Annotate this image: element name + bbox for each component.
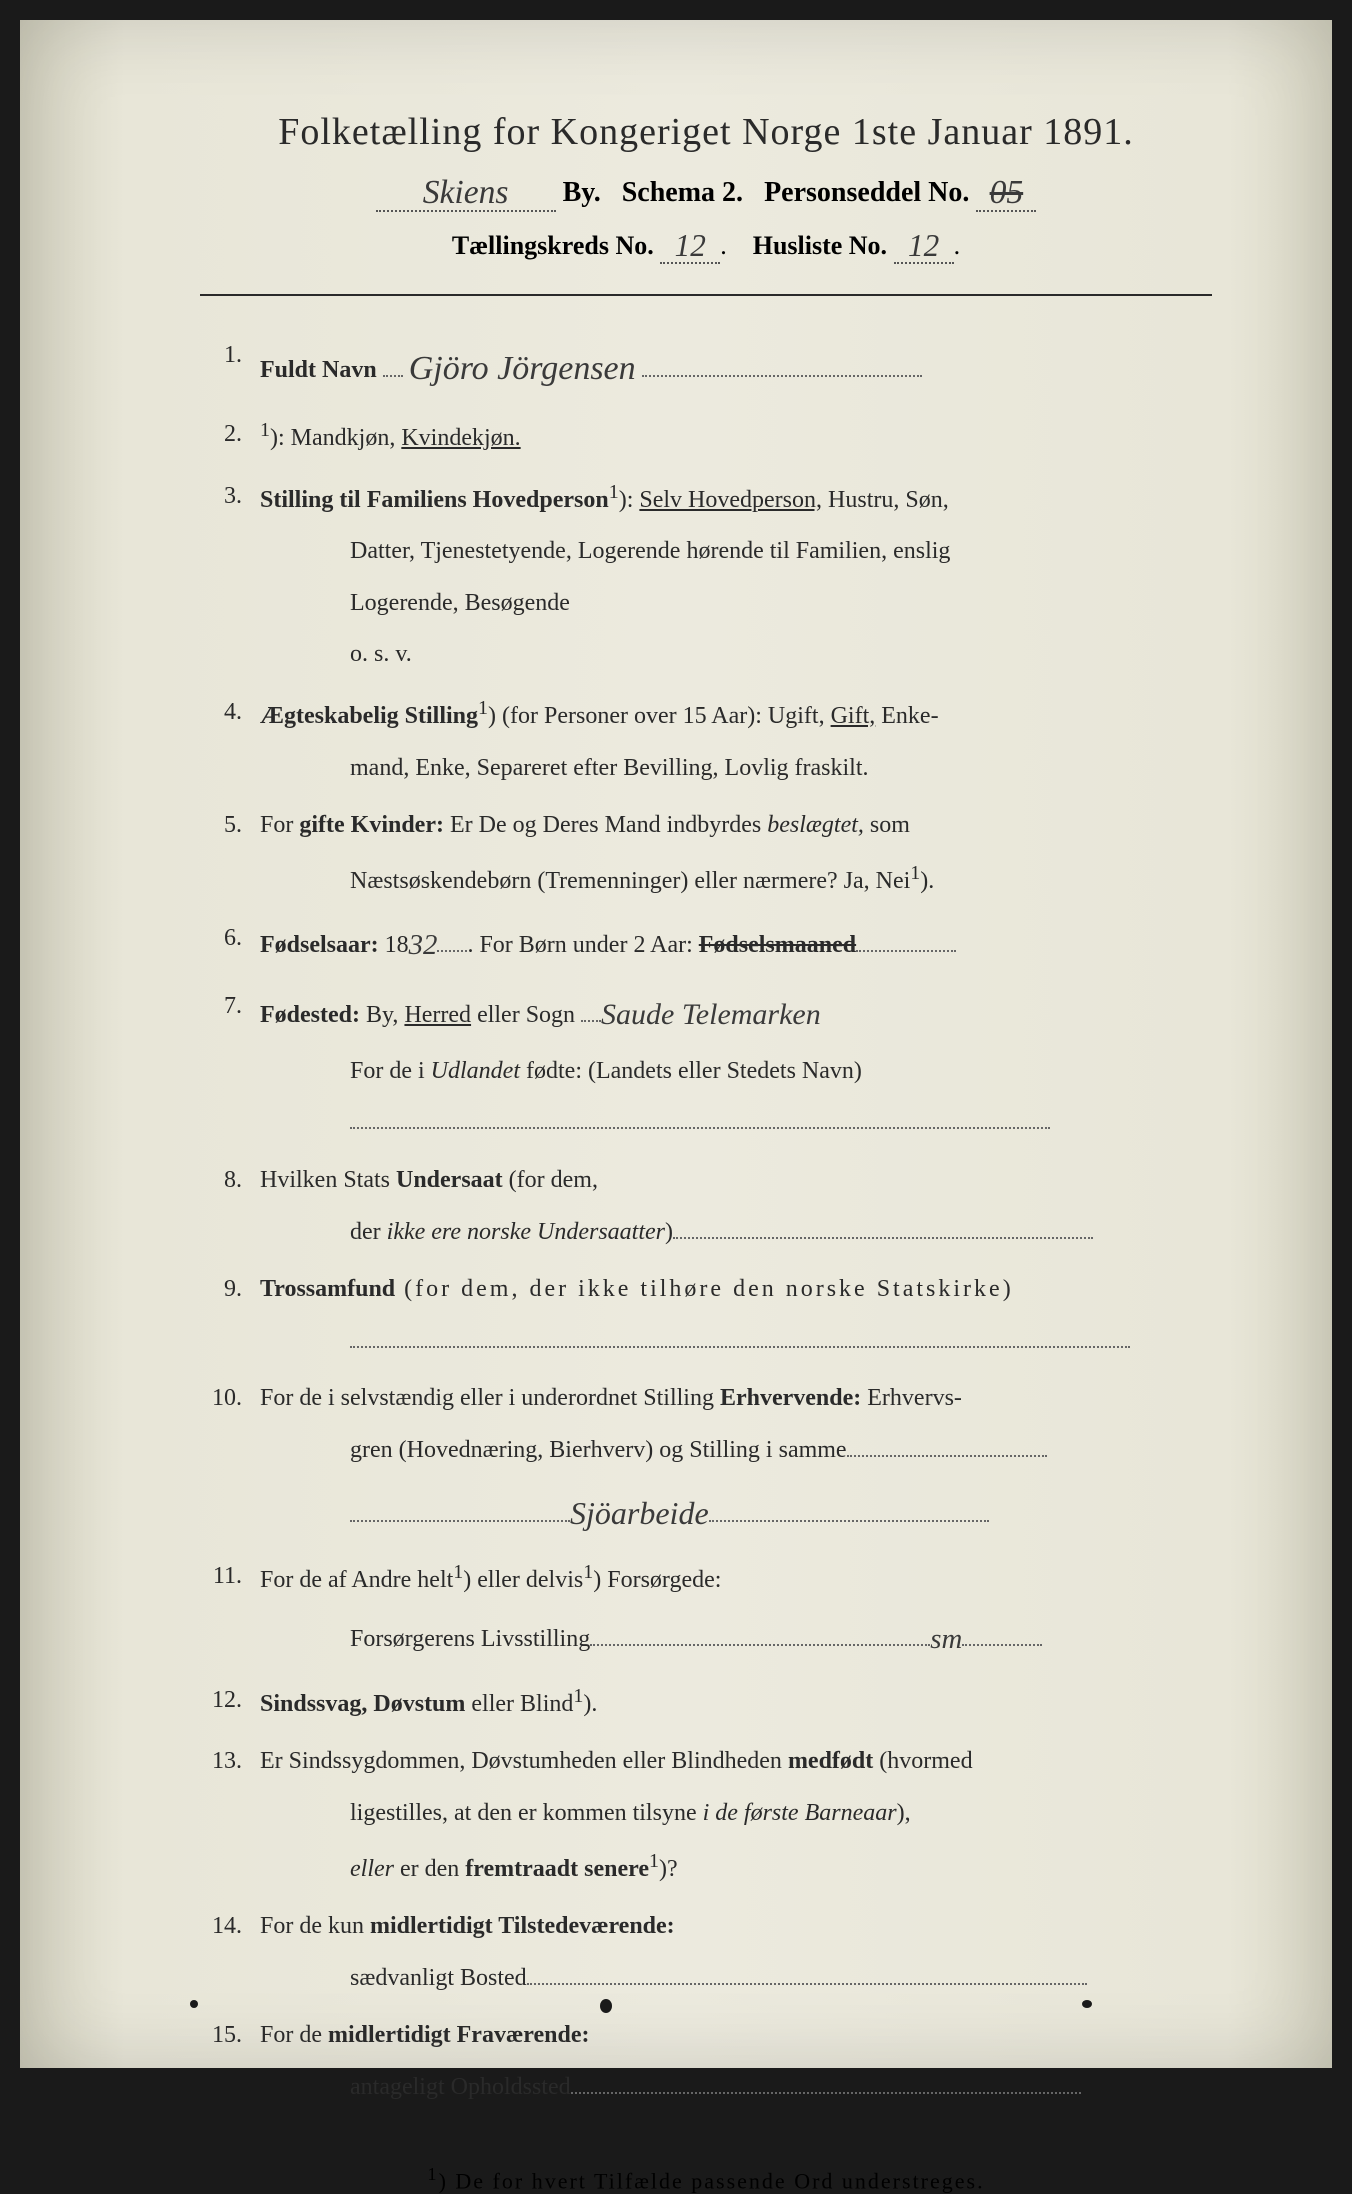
field-label: midlertidigt Fraværende: xyxy=(328,2022,590,2048)
by-label: By. xyxy=(563,177,601,208)
header-divider xyxy=(200,294,1212,296)
footnote: 1) De for hvert Tilfælde passende Ord un… xyxy=(200,2164,1212,2194)
item-number: 14. xyxy=(200,1901,260,2004)
item-number: 7. xyxy=(200,981,260,1149)
item-10: 10. For de i selvstændig eller i underor… xyxy=(200,1373,1212,1545)
item-13: 13. Er Sindssygdommen, Døvstumheden elle… xyxy=(200,1736,1212,1895)
name-value: Gjöro Jörgensen xyxy=(409,350,636,387)
item-number: 12. xyxy=(200,1675,260,1731)
item-body: For gifte Kvinder: Er De og Deres Mand i… xyxy=(260,800,1212,907)
field-label: midlertidigt Tilstedeværende: xyxy=(370,1913,675,1939)
selected-option: Gift, xyxy=(831,703,876,729)
field-label: Fuldt Navn xyxy=(260,357,377,383)
item-body: Stilling til Familiens Hovedperson1): Se… xyxy=(260,471,1212,681)
field-label: Fødested: xyxy=(260,1002,360,1028)
form-header: Folketælling for Kongeriget Norge 1ste J… xyxy=(200,110,1212,264)
item-body: Fødselsaar: 1832. For Børn under 2 Aar: … xyxy=(260,913,1212,975)
personseddel-field: 05 xyxy=(976,172,1036,212)
item-body: For de kun midlertidigt Tilstedeværende:… xyxy=(260,1901,1212,2004)
ink-spot xyxy=(1082,2000,1092,2008)
tellingskreds-label: Tællingskreds No. xyxy=(452,231,654,260)
item-body: 1): Mandkjøn, Kvindekjøn. xyxy=(260,409,1212,465)
field-label: Stilling til Familiens Hovedperson xyxy=(260,487,609,513)
field-label: Ægteskabelig Stilling xyxy=(260,703,478,729)
item-number: 13. xyxy=(200,1736,260,1895)
item-body: Fødested: By, Herred eller Sogn Saude Te… xyxy=(260,981,1212,1149)
ink-spot xyxy=(600,1999,612,2013)
item-8: 8. Hvilken Stats Undersaat (for dem, der… xyxy=(200,1155,1212,1258)
field-label: Fødselsaar: xyxy=(260,932,379,958)
birthplace-value: Saude Telemarken xyxy=(601,998,821,1031)
tellingskreds-field: 12 xyxy=(660,226,720,264)
item-6: 6. Fødselsaar: 1832. For Børn under 2 Aa… xyxy=(200,913,1212,975)
husliste-field: 12 xyxy=(894,226,954,264)
item-3: 3. Stilling til Familiens Hovedperson1):… xyxy=(200,471,1212,681)
personseddel-label: Personseddel No. xyxy=(764,177,969,208)
item-number: 5. xyxy=(200,800,260,907)
item-number: 8. xyxy=(200,1155,260,1258)
husliste-label: Husliste No. xyxy=(753,231,887,260)
item-number: 11. xyxy=(200,1551,260,1669)
item-number: 10. xyxy=(200,1373,260,1545)
item-body: Er Sindssygdommen, Døvstumheden eller Bl… xyxy=(260,1736,1212,1895)
item-1: 1. Fuldt Navn Gjöro Jörgensen xyxy=(200,330,1212,403)
item-14: 14. For de kun midlertidigt Tilstedevære… xyxy=(200,1901,1212,2004)
city-field: Skiens xyxy=(376,172,556,212)
item-11: 11. For de af Andre helt1) eller delvis1… xyxy=(200,1551,1212,1669)
form-content: 1. Fuldt Navn Gjöro Jörgensen 2. 1): Man… xyxy=(200,330,1212,2114)
item-2: 2. 1): Mandkjøn, Kvindekjøn. xyxy=(200,409,1212,465)
field-label: Trossamfund xyxy=(260,1276,395,1302)
item-body: Hvilken Stats Undersaat (for dem, der ik… xyxy=(260,1155,1212,1258)
selected-option: Selv Hovedperson, xyxy=(639,487,822,513)
schema-label: Schema 2. xyxy=(622,177,743,208)
main-title: Folketælling for Kongeriget Norge 1ste J… xyxy=(200,110,1212,154)
item-5: 5. For gifte Kvinder: Er De og Deres Man… xyxy=(200,800,1212,907)
item-15: 15. For de midlertidigt Fraværende: anta… xyxy=(200,2010,1212,2113)
header-line-2: Skiens By. Schema 2. Personseddel No. 05 xyxy=(200,172,1212,212)
item-7: 7. Fødested: By, Herred eller Sogn Saude… xyxy=(200,981,1212,1149)
item-number: 4. xyxy=(200,687,260,794)
item-body: For de midlertidigt Fraværende: antageli… xyxy=(260,2010,1212,2113)
item-body: Ægteskabelig Stilling1) (for Personer ov… xyxy=(260,687,1212,794)
item-9: 9. Trossamfund (for dem, der ikke tilhør… xyxy=(200,1264,1212,1367)
item-number: 2. xyxy=(200,409,260,465)
item-body: For de af Andre helt1) eller delvis1) Fo… xyxy=(260,1551,1212,1669)
census-form-page: Folketælling for Kongeriget Norge 1ste J… xyxy=(20,20,1332,2068)
item-number: 15. xyxy=(200,2010,260,2113)
item-12: 12. Sindssvag, Døvstum eller Blind1). xyxy=(200,1675,1212,1731)
item-body: Sindssvag, Døvstum eller Blind1). xyxy=(260,1675,1212,1731)
item-4: 4. Ægteskabelig Stilling1) (for Personer… xyxy=(200,687,1212,794)
occupation-value: Sjöarbeide xyxy=(570,1495,709,1531)
item-number: 1. xyxy=(200,330,260,403)
item-body: Fuldt Navn Gjöro Jörgensen xyxy=(260,330,1212,403)
header-line-3: Tællingskreds No. 12. Husliste No. 12. xyxy=(200,226,1212,264)
birth-year: 32 xyxy=(409,929,438,961)
item-number: 3. xyxy=(200,471,260,681)
ink-spot xyxy=(190,2000,198,2008)
selected-option: Herred xyxy=(404,1002,471,1028)
item-number: 6. xyxy=(200,913,260,975)
item-body: Trossamfund (for dem, der ikke tilhøre d… xyxy=(260,1264,1212,1367)
selected-option: Kvindekjøn. xyxy=(401,425,520,451)
item-number: 9. xyxy=(200,1264,260,1367)
item-body: For de i selvstændig eller i underordnet… xyxy=(260,1373,1212,1545)
field-label: Sindssvag, Døvstum xyxy=(260,1691,465,1717)
